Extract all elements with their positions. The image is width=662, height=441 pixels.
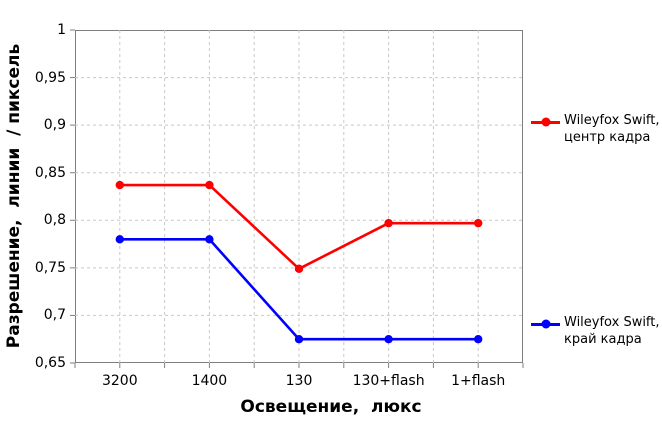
legend-label-center-frame: Wileyfox Swift, центр кадра: [560, 110, 660, 146]
data-point-marker: [294, 335, 304, 344]
data-point-marker: [474, 335, 483, 344]
y-tick-label: 0,9: [43, 117, 66, 134]
data-point-marker: [115, 235, 124, 244]
y-tick-label: 0,7: [43, 307, 66, 324]
legend-label-line1: Wileyfox Swift,: [564, 315, 660, 330]
series-line-0: [119, 183, 479, 271]
data-point-marker: [205, 235, 214, 244]
plot-svg: [70, 29, 524, 368]
x-tick-label: 130: [285, 373, 313, 389]
data-point-marker: [384, 218, 393, 228]
legend-dot-red-icon: [541, 117, 550, 127]
x-tick-label: 3200: [101, 373, 138, 389]
legend-marker-red-line-icon: [531, 112, 560, 132]
legend-item-edge-frame: Wileyfox Swift, край кадра: [531, 312, 660, 348]
legend-label-line1: Wileyfox Swift,: [564, 113, 660, 128]
data-point-marker: [294, 264, 304, 274]
y-tick-label: 0,65: [34, 355, 66, 371]
x-tick-label: 130+flash: [352, 373, 425, 389]
plot-area: [70, 29, 524, 368]
legend-item-center-frame: Wileyfox Swift, центр кадра: [531, 110, 660, 146]
x-tick-label: 1+flash: [451, 373, 506, 389]
x-axis-title: Освещение, люкс: [240, 397, 422, 417]
legend-label-line2: край кадра: [564, 332, 642, 347]
data-point-marker: [115, 180, 124, 190]
y-tick-label: 0,75: [34, 259, 66, 276]
y-tick-label: 0,85: [34, 164, 66, 181]
x-tick-label: 1400: [191, 373, 228, 389]
legend-dot-blue-icon: [541, 319, 550, 329]
legend-label-line2: центр кадра: [564, 130, 651, 145]
y-tick-label: 0,8: [43, 212, 66, 229]
data-point-marker: [205, 180, 214, 190]
data-point-marker: [384, 335, 393, 344]
data-point-marker: [474, 218, 483, 228]
y-axis-title: Разрешение, линии / пиксель: [4, 43, 24, 349]
y-tick-label: 0,95: [34, 69, 66, 86]
y-tick-label: 1: [57, 22, 66, 38]
legend-marker-blue-line-icon: [531, 314, 560, 334]
legend-label-edge-frame: Wileyfox Swift, край кадра: [560, 312, 660, 348]
